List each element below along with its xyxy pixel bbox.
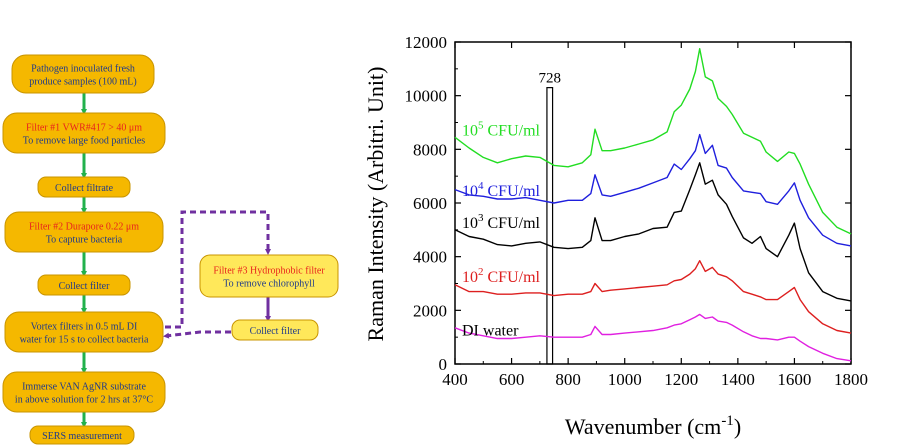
flow-step-s7: Immerse VAN AgNR substrate in above solut… (2, 371, 166, 413)
flow-step-s4: Filter #2 Durapore 0.22 μm To capture bac… (4, 211, 164, 253)
flow-step-text: produce samples (100 mL) (29, 77, 136, 88)
flow-step-text: To remove large food particles (23, 136, 146, 147)
flow-step-text: Filter #1 VWR#417 > 40 μm (26, 123, 142, 134)
flow-box (4, 211, 164, 253)
flow-step-s9: Filter #3 Hydrophobic filter To remove ch… (199, 254, 339, 298)
flow-box (37, 176, 131, 198)
flow-step-s8: SERS measurement (29, 425, 135, 445)
flow-step-text: Filter #3 Hydrophobic filter (213, 266, 325, 277)
dashed-branch-arrow (165, 210, 271, 329)
flow-box (231, 319, 319, 341)
flow-step-s3: Collect filtrate (37, 176, 131, 198)
flow-step-text: water for 15 s to collect bacteria (20, 335, 149, 346)
flow-step-text: Collect filtrate (55, 183, 114, 194)
flow-box (29, 425, 135, 445)
flow-step-text: Vortex filters in 0.5 mL DI (31, 322, 138, 333)
flow-step-text: Collect filter (59, 281, 110, 292)
flow-step-s10: Collect filter (231, 319, 319, 341)
flow-box (2, 112, 166, 154)
flow-step-s5: Collect filter (37, 274, 131, 296)
flow-step-text: in above solution for 2 hrs at 37°C (15, 395, 153, 406)
flow-box (11, 54, 155, 94)
flow-step-text: Collect filter (250, 326, 301, 337)
flow-step-text: To remove chlorophyll (223, 279, 315, 290)
flow-step-text: Immerse VAN AgNR substrate (22, 382, 146, 393)
flow-box (37, 274, 131, 296)
dashed-return-arrow (163, 330, 231, 339)
flow-step-text: SERS measurement (42, 431, 122, 442)
flow-step-text: Pathogen inoculated fresh (31, 64, 135, 75)
flow-box (199, 254, 339, 298)
flow-box (2, 371, 166, 413)
flow-step-text: Filter #2 Durapore 0.22 μm (29, 222, 139, 233)
flow-step-s6: Vortex filters in 0.5 mL DI water for 15 … (4, 311, 164, 353)
flow-step-s2: Filter #1 VWR#417 > 40 μm To remove large… (2, 112, 166, 154)
flow-step-s1: Pathogen inoculated fresh produce samples… (11, 54, 155, 94)
flow-box (4, 311, 164, 353)
flow-step-text: To capture bacteria (46, 235, 123, 246)
